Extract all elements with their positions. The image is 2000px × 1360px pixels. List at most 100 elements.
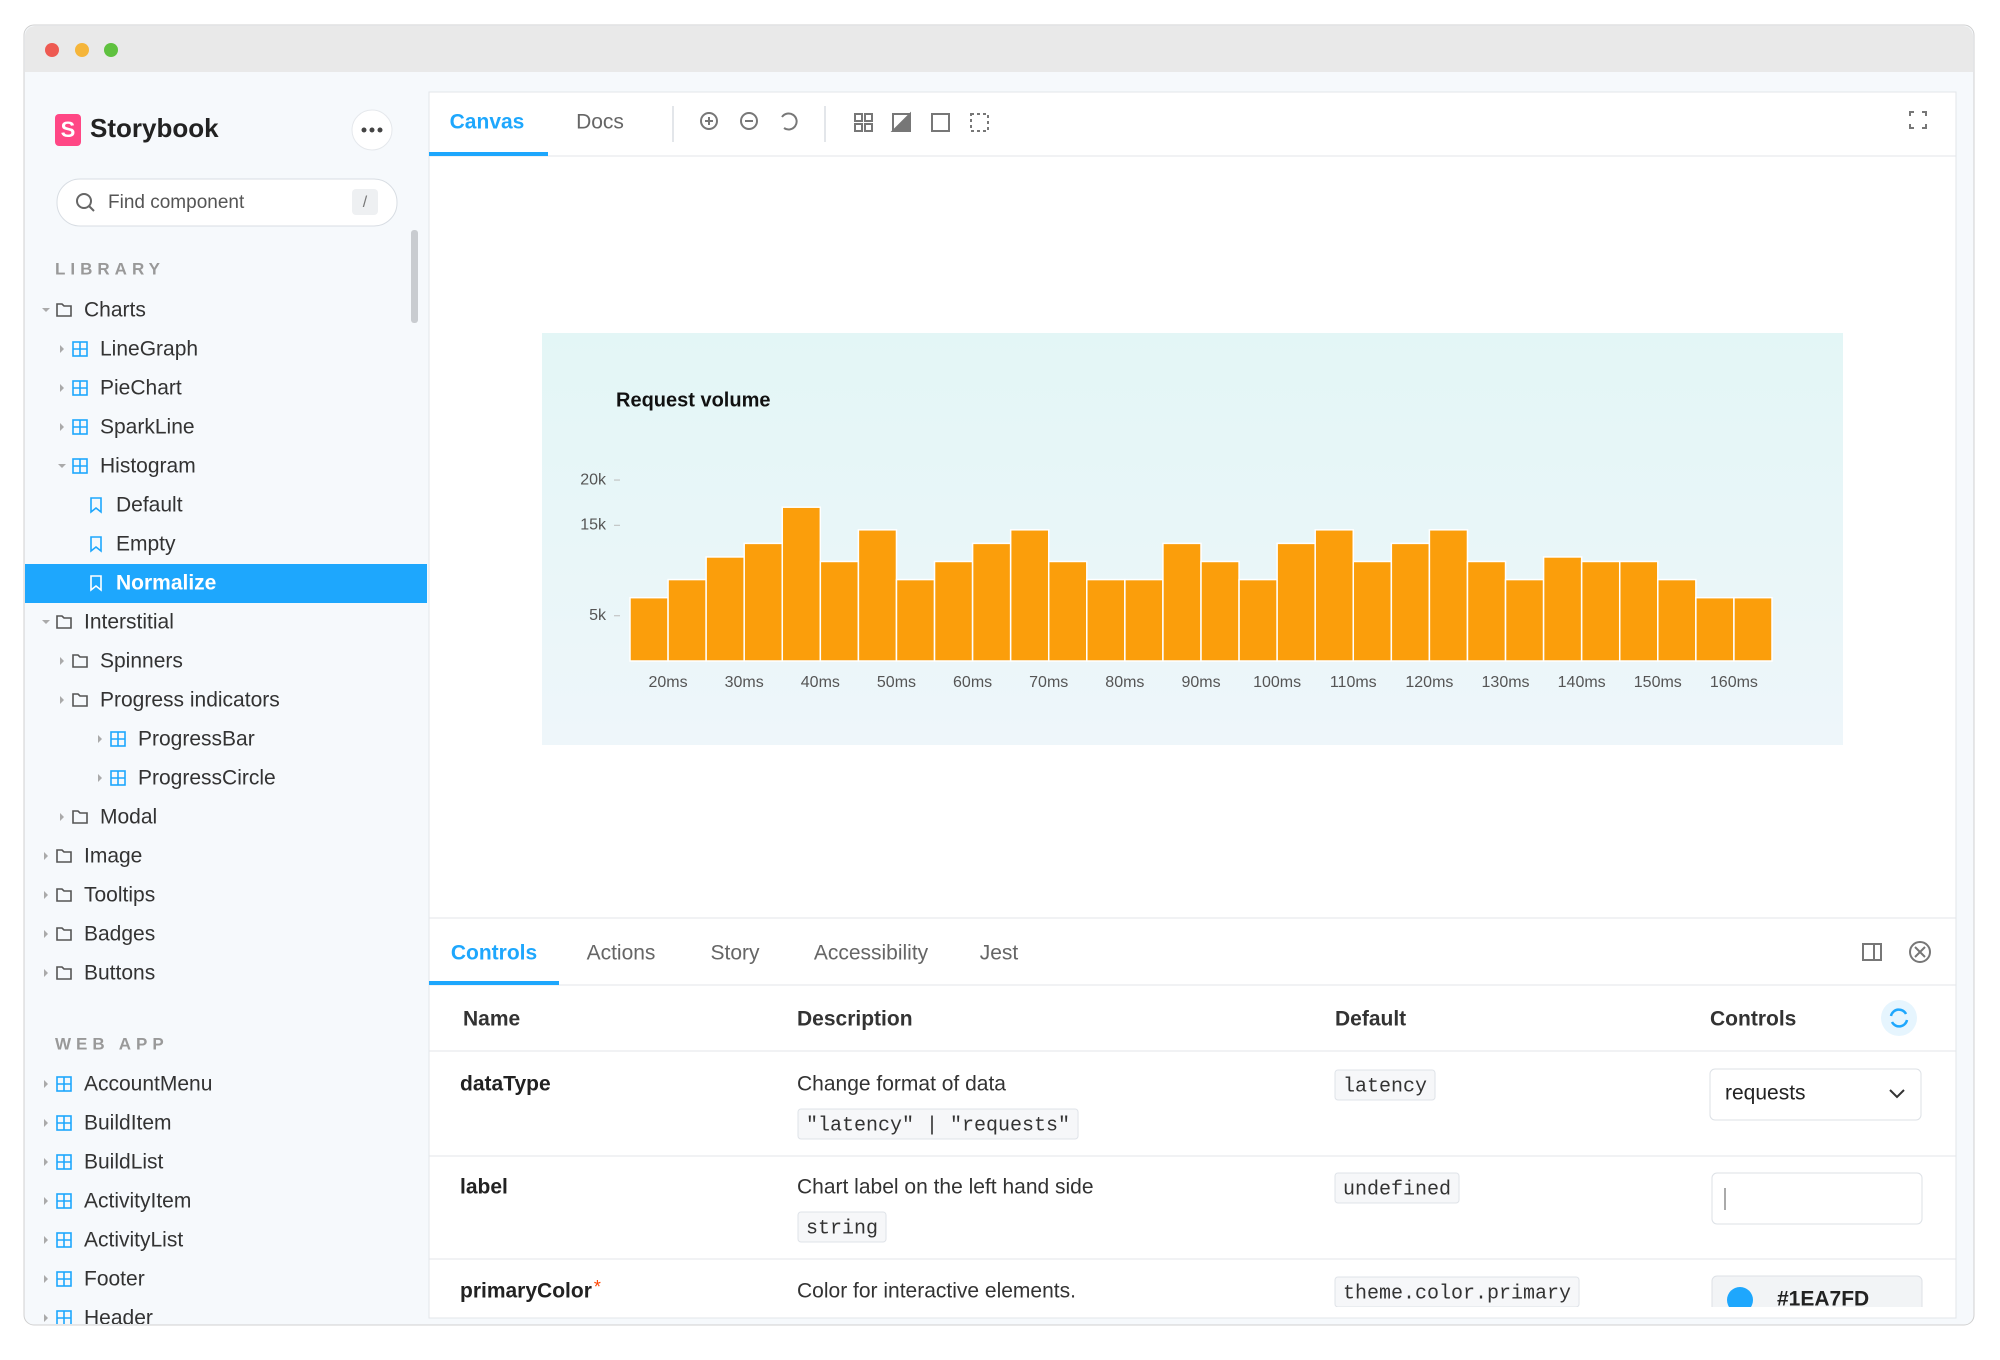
tab[interactable]: Docs <box>576 111 624 134</box>
bar <box>1506 580 1544 661</box>
bar <box>1353 561 1391 661</box>
tab[interactable]: Actions <box>587 942 656 965</box>
tree-item[interactable]: BuildItem <box>84 1112 172 1135</box>
select-value: requests <box>1725 1082 1806 1105</box>
y-tick-label: 5k <box>589 607 607 624</box>
tree-item[interactable]: BuildList <box>84 1151 164 1174</box>
x-tick-label: 50ms <box>877 674 916 691</box>
bar <box>1582 561 1620 661</box>
dot <box>370 128 375 133</box>
x-tick-label: 40ms <box>801 674 840 691</box>
tree-item[interactable]: ActivityItem <box>84 1190 191 1213</box>
tree-item[interactable]: ProgressCircle <box>138 767 276 790</box>
tree-item[interactable]: ActivityList <box>84 1229 183 1252</box>
tree-item[interactable]: Progress indicators <box>100 689 280 712</box>
bar <box>744 543 782 661</box>
reset-button[interactable] <box>1881 1000 1917 1036</box>
tree-item[interactable]: ProgressBar <box>138 728 255 751</box>
column-header: Name <box>463 1008 520 1031</box>
active-tab-indicator <box>429 981 559 985</box>
tree-item[interactable]: Default <box>116 494 183 517</box>
tree-item[interactable]: Header <box>84 1307 153 1330</box>
bar <box>1544 557 1582 661</box>
column-header: Description <box>797 1008 913 1031</box>
bar <box>706 557 744 661</box>
chart-title: Request volume <box>616 389 770 411</box>
bar <box>1467 561 1505 661</box>
tree-item[interactable]: Tooltips <box>84 884 155 907</box>
tree-item[interactable]: SparkLine <box>100 416 195 439</box>
close-button[interactable] <box>45 43 59 57</box>
tree-item[interactable]: Histogram <box>100 455 196 478</box>
bar <box>973 543 1011 661</box>
column-header: Controls <box>1710 1008 1796 1031</box>
bar <box>1163 543 1201 661</box>
bar <box>630 598 668 661</box>
tab[interactable]: Controls <box>451 942 537 965</box>
tree-item[interactable]: Image <box>84 845 142 868</box>
dot <box>362 128 367 133</box>
x-tick-label: 90ms <box>1181 674 1220 691</box>
bar <box>1201 561 1239 661</box>
description: Change format of data <box>797 1073 1006 1096</box>
prop-name: dataType <box>460 1073 551 1096</box>
tree-item[interactable]: AccountMenu <box>84 1073 212 1096</box>
y-tick-label: 15k <box>580 517 607 534</box>
minimize-button[interactable] <box>75 43 89 57</box>
text-input[interactable] <box>1712 1173 1922 1224</box>
tree-item[interactable]: Normalize <box>116 572 216 595</box>
tree-item[interactable]: Spinners <box>100 650 183 673</box>
active-tab-indicator <box>429 152 548 156</box>
x-tick-label: 150ms <box>1634 674 1682 691</box>
bar <box>896 580 934 661</box>
scrollbar <box>411 230 418 323</box>
x-tick-label: 120ms <box>1405 674 1453 691</box>
dot <box>378 128 383 133</box>
column-header: Default <box>1335 1008 1406 1031</box>
bar <box>1277 543 1315 661</box>
code: "latency" | "requests" <box>806 1114 1070 1137</box>
x-tick-label: 70ms <box>1029 674 1068 691</box>
tree-item[interactable]: Footer <box>84 1268 145 1291</box>
logo-letter: S <box>61 117 76 142</box>
tab[interactable]: Story <box>710 942 760 965</box>
bar <box>1696 598 1734 661</box>
bar <box>858 530 896 661</box>
tree-item[interactable]: Interstitial <box>84 611 174 634</box>
x-tick-label: 140ms <box>1558 674 1606 691</box>
bar <box>1239 580 1277 661</box>
tree-item[interactable]: Badges <box>84 923 155 946</box>
title-bar <box>25 26 1973 72</box>
x-tick-label: 160ms <box>1710 674 1758 691</box>
tree-item[interactable]: Empty <box>116 533 176 556</box>
required-marker: * <box>594 1277 601 1297</box>
tree-item[interactable]: Charts <box>84 299 146 322</box>
bar <box>1049 561 1087 661</box>
tree-item[interactable]: PieChart <box>100 377 182 400</box>
description: Chart label on the left hand side <box>797 1176 1094 1199</box>
tab[interactable]: Jest <box>980 942 1019 965</box>
bar <box>1125 580 1163 661</box>
tree-item[interactable]: Modal <box>100 806 157 829</box>
x-tick-label: 80ms <box>1105 674 1144 691</box>
code: string <box>806 1217 878 1240</box>
tree-item[interactable]: Buttons <box>84 962 155 985</box>
bar <box>935 561 973 661</box>
section-title: WEB APP <box>55 1034 169 1053</box>
x-tick-label: 100ms <box>1253 674 1301 691</box>
x-tick-label: 110ms <box>1330 674 1377 691</box>
zoom-button[interactable] <box>104 43 118 57</box>
prop-name: primaryColor <box>460 1280 592 1303</box>
selected-row <box>25 564 427 603</box>
code: undefined <box>1343 1178 1451 1201</box>
x-tick-label: 30ms <box>725 674 764 691</box>
tab[interactable]: Accessibility <box>814 942 929 965</box>
section-title: LIBRARY <box>55 259 165 278</box>
bar <box>1315 530 1353 661</box>
tab[interactable]: Canvas <box>450 111 525 134</box>
tree-item[interactable]: LineGraph <box>100 338 198 361</box>
bar <box>1658 580 1696 661</box>
bar <box>782 507 820 661</box>
bar <box>1734 598 1772 661</box>
